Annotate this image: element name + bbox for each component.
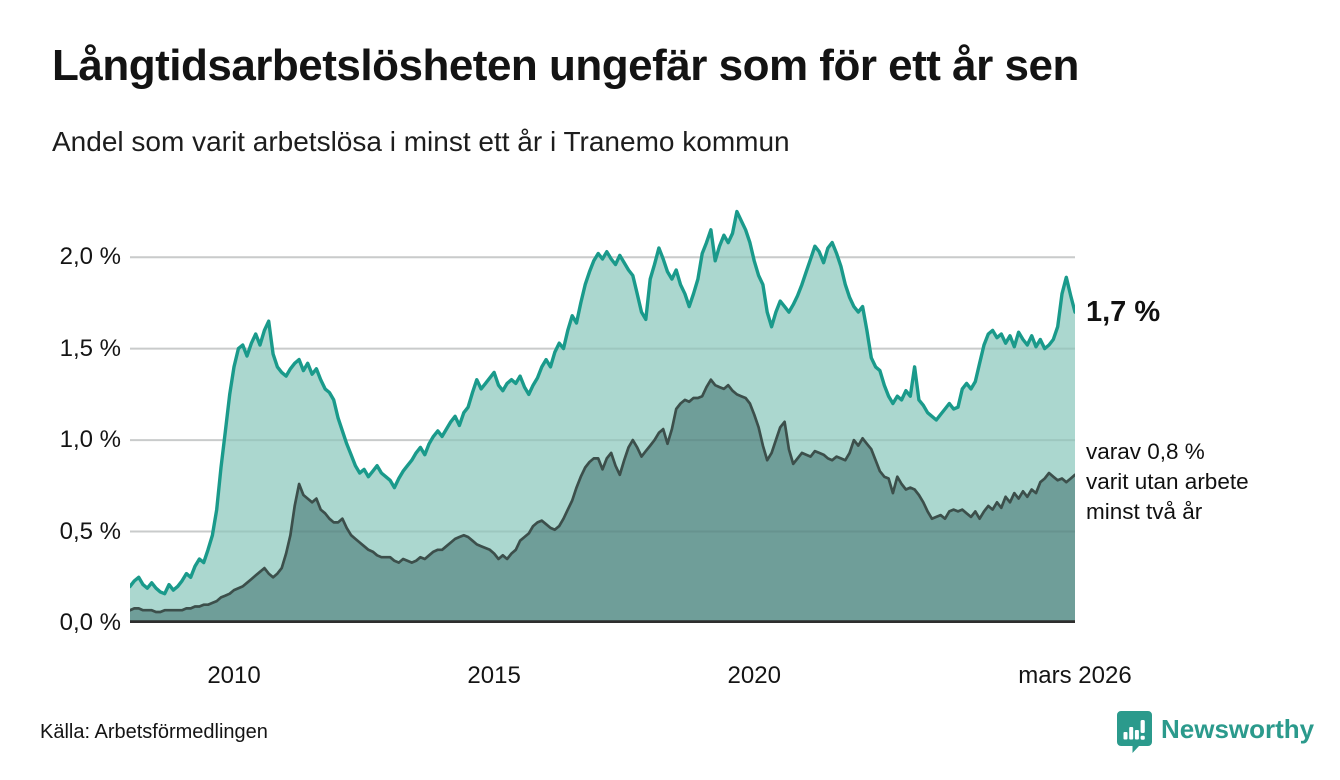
area-two-year (130, 379, 1075, 623)
y-axis-label: 0,0 % (59, 609, 121, 636)
two-year-annotation-line: minst två år (1086, 499, 1203, 524)
latest-value-annotation: 1,7 % (1086, 296, 1161, 328)
x-axis-label: 2015 (467, 662, 521, 689)
y-axis-label: 0,5 % (59, 517, 121, 545)
page-subtitle: Andel som varit arbetslösa i minst ett å… (52, 126, 790, 157)
x-axis-label: 2010 (207, 662, 261, 689)
y-axis-label: 1,5 % (59, 334, 121, 362)
y-axis-label: 1,0 % (59, 426, 121, 454)
two-year-annotation-line: varit utan arbete (1086, 469, 1249, 494)
y-axis-label: 2,0 % (59, 243, 121, 271)
line-two-year (130, 378, 1075, 614)
newsworthy-wordmark: Newsworthy (1161, 714, 1315, 744)
line-total (130, 209, 1075, 596)
area-chart (130, 209, 1075, 623)
page-title: Långtidsarbetslösheten ungefär som för e… (52, 41, 1079, 90)
x-axis-label: 2020 (727, 662, 781, 689)
newsworthy-logo: Newsworthy (1117, 711, 1314, 753)
newsworthy-icon (1117, 711, 1152, 753)
source-note: Källa: Arbetsförmedlingen (40, 721, 268, 743)
two-year-annotation: varav 0,8 % varit utan arbete minst två … (1086, 437, 1249, 527)
two-year-annotation-line: varav 0,8 % (1086, 439, 1205, 464)
x-axis-label: mars 2026 (1018, 662, 1132, 689)
